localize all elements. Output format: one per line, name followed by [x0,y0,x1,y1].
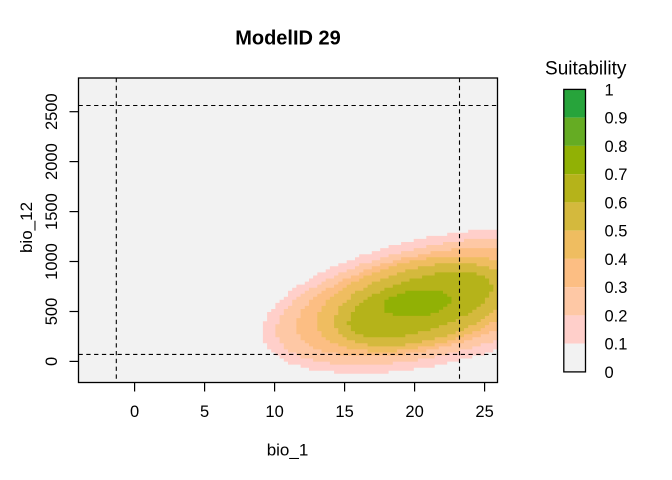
svg-text:10: 10 [265,403,283,421]
svg-text:15: 15 [335,403,353,421]
svg-text:5: 5 [200,403,209,421]
svg-text:1: 1 [605,81,614,99]
svg-text:0.4: 0.4 [605,251,628,269]
svg-text:0.6: 0.6 [605,194,628,212]
svg-text:2500: 2500 [43,93,61,130]
svg-text:1000: 1000 [43,243,61,280]
svg-text:0.9: 0.9 [605,110,628,128]
svg-text:Suitability: Suitability [545,59,627,80]
svg-text:20: 20 [405,403,423,421]
svg-text:bio_12: bio_12 [17,202,36,253]
svg-text:2000: 2000 [43,143,61,180]
svg-text:25: 25 [475,403,493,421]
svg-text:0: 0 [605,364,614,382]
svg-text:0: 0 [43,357,61,366]
svg-text:bio_1: bio_1 [267,441,309,460]
svg-text:1500: 1500 [43,193,61,230]
svg-text:0.3: 0.3 [605,279,628,297]
svg-text:0.8: 0.8 [605,138,628,156]
svg-text:ModelID 29: ModelID 29 [235,28,341,50]
svg-text:0.1: 0.1 [605,336,628,354]
svg-text:0.5: 0.5 [605,223,628,241]
svg-text:0: 0 [130,403,139,421]
svg-text:500: 500 [43,298,61,326]
svg-text:0.2: 0.2 [605,307,628,325]
svg-text:0.7: 0.7 [605,166,628,184]
